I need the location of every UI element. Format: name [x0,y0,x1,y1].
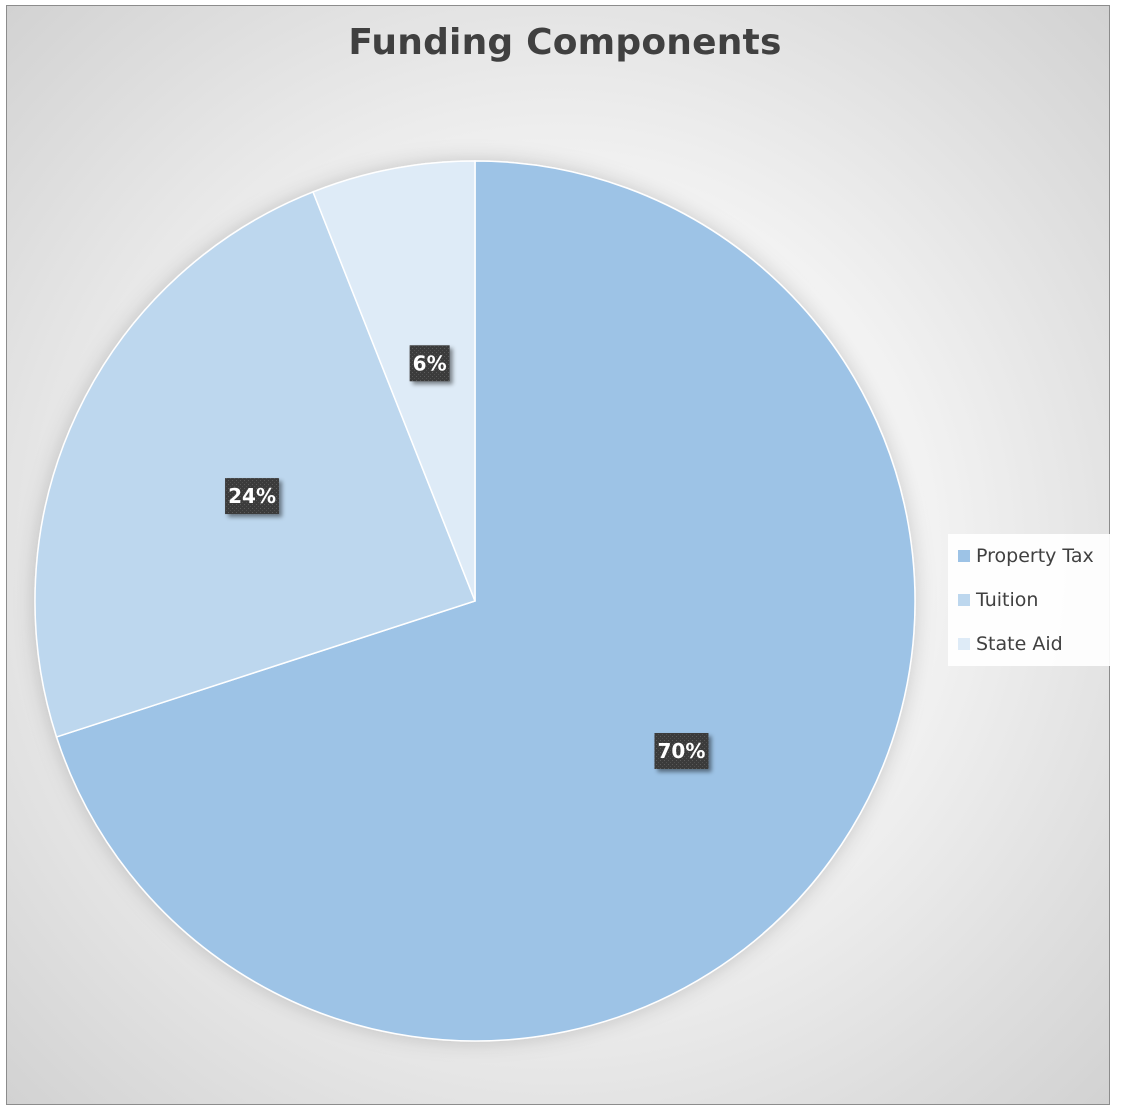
legend-swatch-tuition [958,594,970,606]
chart-title: Funding Components [348,22,782,63]
pie-slices [34,160,916,1042]
data-label-text: 70% [658,739,706,763]
data-label-box [654,733,709,770]
legend: Property Tax Tuition State Aid [948,534,1110,666]
legend-label: Tuition [976,589,1039,611]
legend-swatch-state-aid [958,638,970,650]
legend-swatch-property-tax [958,550,970,562]
legend-item-property-tax: Property Tax [958,544,1094,568]
data-label-text: 24% [228,484,276,508]
pie-slice-tuition [34,190,476,738]
pie-data-labels: 70% 24% 6% [225,345,709,770]
pie-slice-state-aid [312,160,476,602]
data-label-property-tax: 70% [654,733,709,770]
legend-label: State Aid [976,633,1063,655]
legend-item-state-aid: State Aid [958,632,1063,656]
data-label-tuition: 24% [225,478,280,515]
legend-item-tuition: Tuition [958,588,1038,612]
data-label-box [409,345,450,382]
pie-slice-property-tax [55,160,916,1042]
data-label-text: 6% [413,351,447,375]
legend-label: Property Tax [976,545,1094,567]
data-label-state-aid: 6% [409,345,450,382]
data-label-box [225,478,280,515]
